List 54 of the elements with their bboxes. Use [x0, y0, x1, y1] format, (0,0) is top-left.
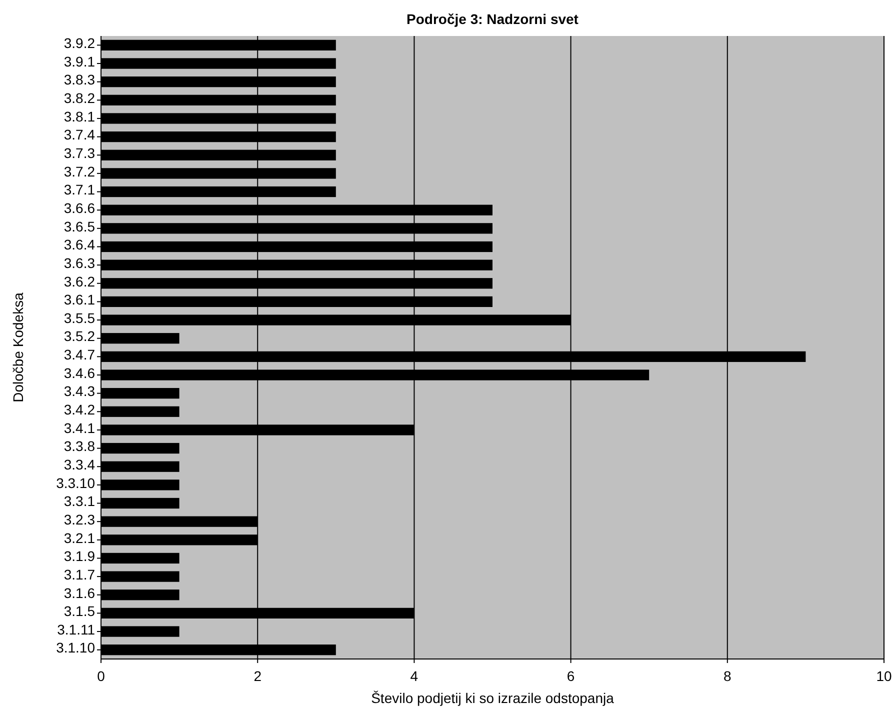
x-tick-label: 2: [254, 668, 262, 684]
y-tick-label: 3.1.6: [64, 584, 96, 601]
y-tick-label: 3.2.1: [64, 530, 96, 546]
bar: [101, 590, 180, 600]
y-tick-label: 3.1.5: [64, 603, 96, 620]
x-tick-label: 10: [876, 668, 892, 684]
y-tick-label: 3.3.4: [64, 456, 96, 473]
x-tick-label: 6: [566, 668, 575, 684]
y-tick-label: 3.8.1: [64, 108, 96, 124]
y-tick-label: 3.9.1: [64, 53, 96, 70]
y-tick-label: 3.6.6: [64, 200, 96, 216]
y-tick-label: 3.2.3: [64, 511, 96, 528]
y-tick-label: 3.6.2: [64, 273, 96, 290]
bar: [101, 480, 180, 490]
y-tick-label: 3.8.2: [64, 90, 96, 106]
y-tick-label: 3.7.1: [64, 182, 96, 198]
bar: [101, 461, 180, 472]
bar: [101, 626, 180, 637]
y-tick-label: 3.4.7: [64, 346, 96, 363]
y-tick-label: 3.3.8: [64, 438, 96, 454]
bar: [101, 442, 180, 454]
y-tick-label: 3.6.3: [64, 254, 96, 271]
y-tick-label: 3.5.2: [64, 328, 96, 344]
y-tick-label: 3.9.2: [64, 35, 96, 52]
chart-title: Področje 3: Nadzorni svet: [406, 11, 579, 27]
x-tick-label: 8: [724, 668, 732, 684]
bar: [101, 406, 180, 417]
y-tick-label: 3.4.2: [64, 402, 96, 418]
bar: [101, 552, 180, 564]
x-tick-label: 4: [410, 668, 418, 684]
y-tick-label: 3.5.5: [64, 310, 96, 326]
bar: [101, 388, 180, 399]
bar: [101, 498, 180, 509]
bar: [101, 333, 180, 344]
y-tick-label: 3.4.6: [64, 364, 96, 381]
y-tick-label: 3.6.4: [64, 236, 96, 253]
y-tick-label: 3.7.3: [64, 145, 96, 162]
y-tick-label: 3.3.10: [56, 474, 96, 491]
y-tick-label: 3.1.9: [64, 548, 96, 564]
y-tick-label: 3.7.2: [64, 163, 96, 180]
y-tick-label: 3.3.1: [64, 493, 96, 510]
y-tick-label: 3.7.4: [64, 126, 96, 143]
y-tick-label: 3.4.1: [64, 420, 96, 436]
y-tick-label: 3.8.3: [64, 72, 96, 88]
x-tick-label: 0: [97, 668, 106, 684]
y-tick-label: 3.6.5: [64, 218, 96, 234]
y-tick-label: 3.6.1: [64, 292, 96, 308]
bar: [101, 571, 180, 582]
y-tick-label: 3.1.10: [56, 640, 96, 656]
y-tick-label: 3.1.7: [64, 566, 96, 582]
x-axis-title: Število podjetij ki so izrazile odstopanja: [371, 690, 614, 706]
y-tick-label: 3.4.3: [64, 383, 96, 400]
y-axis-title: Določbe Kodeksa: [10, 292, 26, 402]
y-tick-label: 3.1.11: [57, 621, 96, 638]
